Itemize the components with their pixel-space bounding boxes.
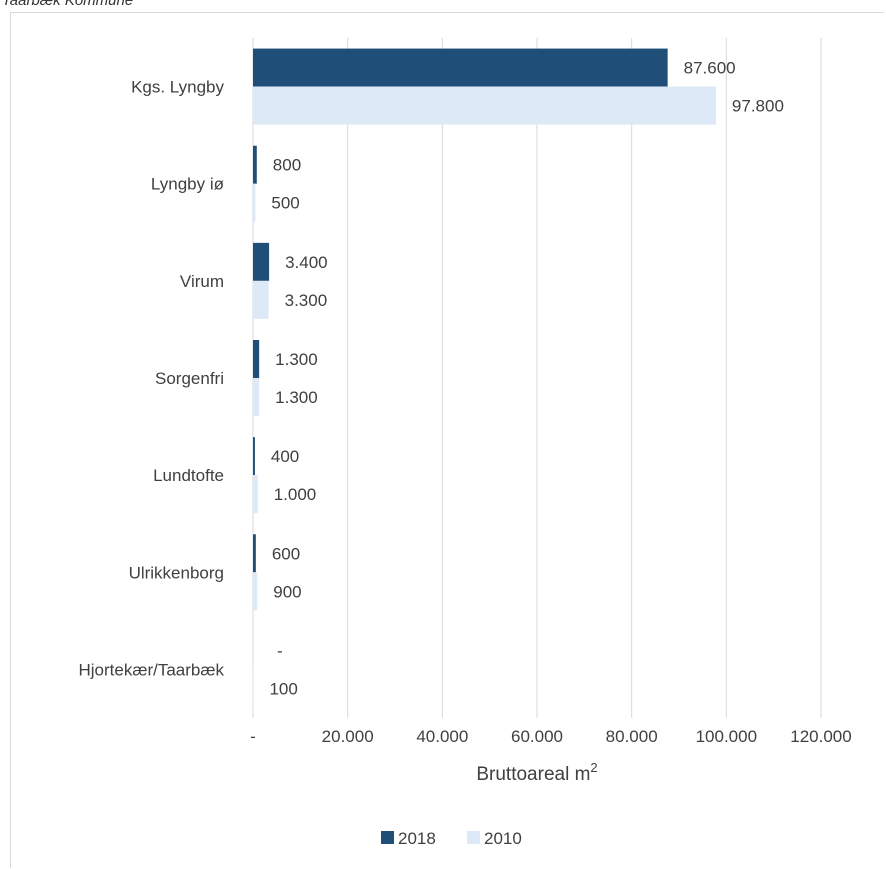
legend[interactable]: 2018 2010 [381, 829, 522, 848]
data-label-2018: - [277, 641, 283, 660]
data-label-2018: 400 [271, 447, 299, 466]
bar-2018 [253, 242, 270, 281]
chart-caption: Taarbæk Kommune [2, 0, 134, 9]
legend-swatch-2010 [467, 831, 480, 844]
x-tick-label: 120.000 [790, 727, 851, 746]
bar-2018 [253, 437, 255, 476]
x-tick-label: - [250, 727, 256, 746]
gridlines [252, 38, 822, 718]
data-label-2010: 900 [273, 582, 301, 601]
x-tick-label: 100.000 [696, 727, 757, 746]
data-label-2018: 800 [273, 156, 301, 175]
x-tick-label: 80.000 [606, 727, 658, 746]
bar-2010 [253, 86, 716, 125]
bar-2018 [253, 340, 260, 378]
data-label-2018: 1.300 [275, 350, 318, 369]
category-label: Sorgenfri [155, 369, 224, 388]
data-label-2010: 1.000 [274, 485, 317, 504]
data-label-2010: 500 [271, 194, 299, 213]
bar-2018 [253, 145, 257, 184]
category-label: Kgs. Lyngby [131, 78, 224, 97]
bar-2018 [253, 534, 256, 573]
data-label-2018: 87.600 [684, 59, 736, 78]
labels: - 20.000 40.000 60.000 80.000 100.000 120.000 K… [79, 59, 852, 746]
x-tick-label: 40.000 [416, 727, 468, 746]
category-label: Hjortekær/Taarbæk [79, 660, 225, 679]
legend-label-2010: 2010 [484, 829, 522, 848]
bar-2010 [253, 572, 258, 611]
category-label: Virum [180, 272, 224, 291]
data-label-2010: 97.800 [732, 97, 784, 116]
data-label-2018: 600 [272, 544, 300, 563]
data-label-2010: 1.300 [275, 388, 318, 407]
bar-2010 [253, 378, 260, 416]
data-label-2018: 3.400 [285, 253, 328, 272]
bar-2018 [253, 48, 668, 87]
bar-2010 [253, 475, 258, 514]
legend-label-2018: 2018 [398, 829, 436, 848]
bar-2010 [253, 280, 269, 319]
bar-2010 [253, 183, 256, 222]
bars [253, 48, 716, 708]
x-axis-title-superscript: 2 [590, 760, 597, 775]
category-label: Ulrikkenborg [129, 563, 224, 582]
x-axis-title: Bruttoareal m2 [476, 760, 597, 785]
chart-frame [10, 12, 884, 868]
category-label: Lundtofte [153, 466, 224, 485]
x-axis-title-text: Bruttoareal m [476, 764, 590, 785]
data-label-2010: 100 [269, 679, 297, 698]
category-label: Lyngby iø [151, 175, 224, 194]
x-tick-label: 20.000 [322, 727, 374, 746]
legend-swatch-2018 [381, 831, 394, 844]
x-tick-label: 60.000 [511, 727, 563, 746]
data-label-2010: 3.300 [285, 291, 328, 310]
